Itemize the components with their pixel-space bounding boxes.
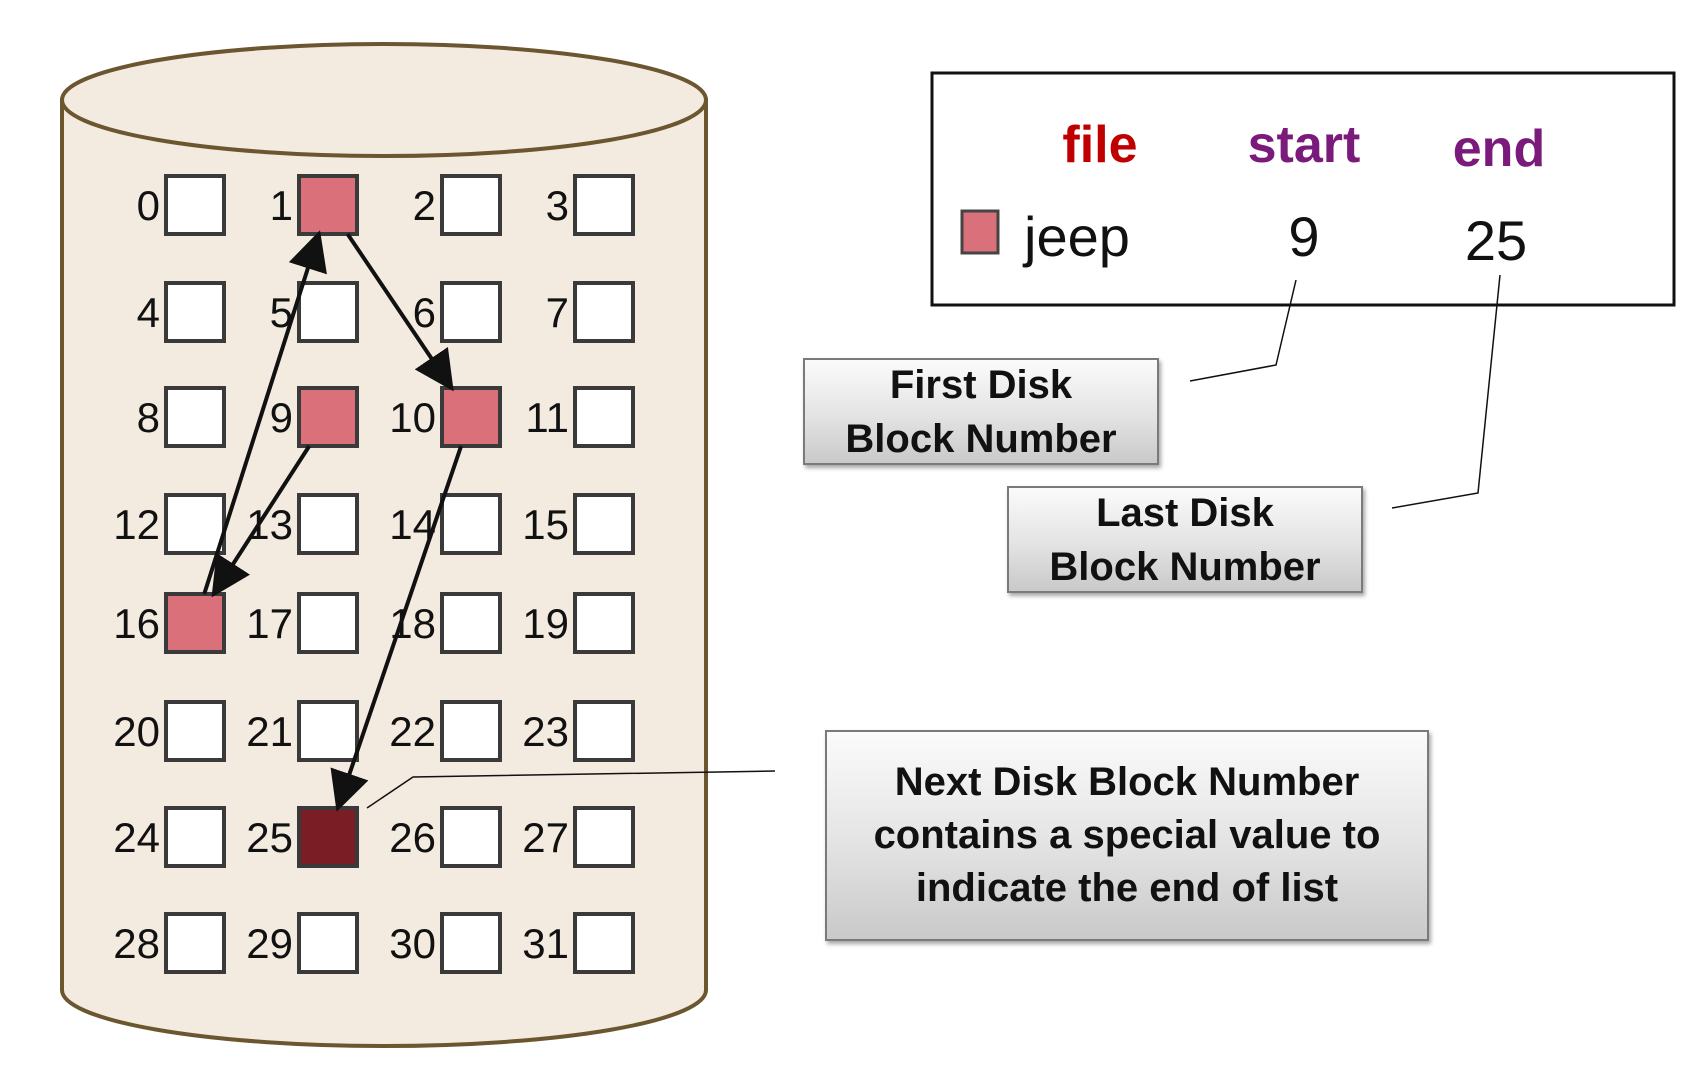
block-label-2: 2 — [413, 182, 436, 229]
disk-block-13 — [297, 493, 359, 555]
disk-block-16 — [164, 592, 226, 654]
disk-block-8 — [164, 386, 226, 448]
leader-last — [1391, 274, 1501, 509]
callout-first-disk-block: First Disk Block Number — [803, 358, 1159, 465]
block-label-8: 8 — [137, 394, 160, 441]
disk-block-9 — [297, 386, 359, 448]
chain-arrow-1-to-10 — [345, 232, 454, 392]
header-end: end — [1453, 120, 1545, 178]
disk-block-27 — [573, 806, 635, 868]
entry-end-value: 25 — [1465, 209, 1527, 272]
disk-block-23 — [573, 700, 635, 762]
block-label-17: 17 — [246, 600, 293, 647]
disk-block-2 — [440, 174, 502, 236]
block-label-28: 28 — [113, 920, 160, 967]
block-label-27: 27 — [522, 814, 569, 861]
chain-arrow-16-to-1 — [202, 230, 327, 595]
disk-block-1 — [297, 174, 359, 236]
disk-block-29 — [297, 912, 359, 974]
disk-block-18 — [440, 592, 502, 654]
disk-block-10 — [440, 386, 502, 448]
block-label-15: 15 — [522, 501, 569, 548]
block-label-10: 10 — [389, 394, 436, 441]
block-label-16: 16 — [113, 600, 160, 647]
disk-block-22 — [440, 700, 502, 762]
block-label-6: 6 — [413, 289, 436, 336]
callout-first-text: First Disk Block Number — [845, 362, 1117, 461]
block-label-26: 26 — [389, 814, 436, 861]
block-label-9: 9 — [270, 394, 293, 441]
callout-next-text: Next Disk Block Number contains a specia… — [873, 760, 1381, 910]
block-label-12: 12 — [113, 501, 160, 548]
block-label-19: 19 — [522, 600, 569, 647]
disk-block-21 — [297, 700, 359, 762]
block-label-0: 0 — [137, 182, 160, 229]
block-label-31: 31 — [522, 920, 569, 967]
disk-block-15 — [573, 493, 635, 555]
disk-block-3 — [573, 174, 635, 236]
block-label-1: 1 — [270, 182, 293, 229]
disk-block-26 — [440, 806, 502, 868]
block-label-22: 22 — [389, 708, 436, 755]
block-label-29: 29 — [246, 920, 293, 967]
disk-block-4 — [164, 281, 226, 343]
disk-block-25 — [297, 806, 359, 868]
disk-block-17 — [297, 592, 359, 654]
block-label-7: 7 — [546, 289, 569, 336]
callout-last-text: Last Disk Block Number — [1049, 490, 1321, 589]
disk-block-30 — [440, 912, 502, 974]
header-start: start — [1248, 116, 1361, 174]
disk-block-5 — [297, 281, 359, 343]
directory-table-border — [930, 71, 1676, 307]
block-label-20: 20 — [113, 708, 160, 755]
disk-block-20 — [164, 700, 226, 762]
block-label-30: 30 — [389, 920, 436, 967]
disk-block-0 — [164, 174, 226, 236]
block-label-4: 4 — [137, 289, 160, 336]
block-chain-arrows — [202, 230, 464, 812]
header-file: file — [1062, 116, 1137, 174]
disk-block-31 — [573, 912, 635, 974]
block-label-24: 24 — [113, 814, 160, 861]
block-label-5: 5 — [270, 289, 293, 336]
cylinder-top — [60, 42, 708, 158]
block-label-11: 11 — [525, 394, 569, 441]
disk-block-19 — [573, 592, 635, 654]
file-color-swatch — [960, 209, 1000, 255]
disk-block-14 — [440, 493, 502, 555]
chain-arrow-9-to-16 — [211, 444, 311, 598]
callout-last-disk-block: Last Disk Block Number — [1007, 486, 1363, 593]
disk-block-12 — [164, 493, 226, 555]
block-label-3: 3 — [546, 182, 569, 229]
disk-block-7 — [573, 281, 635, 343]
cylinder-body — [60, 98, 708, 1048]
disk-block-24 — [164, 806, 226, 868]
leader-next — [366, 770, 776, 809]
entry-file-name: jeep — [1022, 205, 1130, 268]
block-label-21: 21 — [246, 708, 293, 755]
directory-table: file start end jeep 9 25 — [930, 71, 1676, 307]
callout-next-disk-block: Next Disk Block Number contains a specia… — [825, 730, 1429, 941]
chain-arrow-10-to-25 — [330, 445, 464, 812]
block-label-23: 23 — [522, 708, 569, 755]
block-label-25: 25 — [246, 814, 293, 861]
leader-first — [1189, 279, 1297, 382]
disk-block-11 — [573, 386, 635, 448]
disk-block-6 — [440, 281, 502, 343]
entry-start-value: 9 — [1288, 205, 1319, 268]
disk-block-28 — [164, 912, 226, 974]
